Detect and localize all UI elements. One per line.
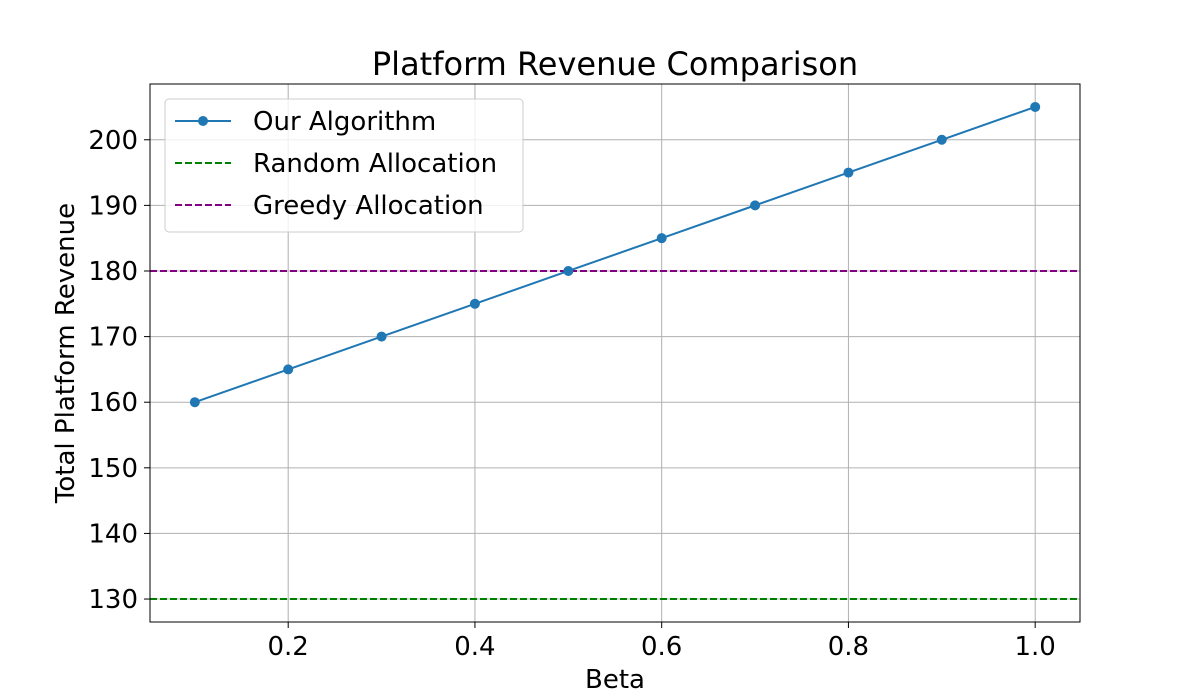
data-point	[936, 134, 947, 145]
data-point	[750, 200, 761, 211]
data-point	[189, 397, 200, 408]
y-tick-label: 150	[88, 454, 138, 484]
chart-title: Platform Revenue Comparison	[372, 45, 858, 83]
y-tick-label: 130	[88, 585, 138, 615]
data-point	[469, 298, 480, 309]
y-tick-label: 160	[88, 388, 138, 418]
legend: Our Algorithm Random Allocation Greedy All…	[164, 98, 524, 233]
y-tick-label: 200	[88, 126, 138, 156]
data-point	[656, 233, 667, 244]
x-tick-label: 1.0	[1015, 632, 1056, 662]
series-lines	[150, 106, 1080, 601]
data-point	[563, 265, 574, 276]
series-markers	[189, 101, 1041, 408]
x-tick-label: 0.6	[641, 632, 682, 662]
data-point	[376, 331, 387, 342]
legend-marker	[198, 116, 208, 126]
legend-label: Our Algorithm	[253, 107, 436, 137]
legend-label: Greedy Allocation	[253, 191, 484, 221]
plot-frame	[149, 83, 1081, 623]
y-tick-label: 140	[88, 519, 138, 549]
y-tick-label: 180	[88, 257, 138, 287]
y-tick-label: 190	[88, 191, 138, 221]
axis-ticks: 0.2 0.4 0.6 0.8 1.0 130 140 150 160 170 180 190 200	[88, 126, 1056, 662]
data-point	[283, 364, 294, 375]
legend-label: Random Allocation	[253, 149, 497, 179]
data-point	[843, 167, 854, 178]
series-line-our-algorithm	[194, 106, 1036, 404]
x-tick-label: 0.8	[828, 632, 869, 662]
x-tick-label: 0.4	[454, 632, 495, 662]
y-tick-label: 170	[88, 323, 138, 353]
x-tick-label: 0.2	[268, 632, 309, 662]
data-point	[1030, 101, 1041, 112]
x-axis-label: Beta	[585, 665, 645, 695]
y-axis-label: Total Platform Revenue	[51, 203, 81, 504]
legend-box	[164, 98, 524, 233]
